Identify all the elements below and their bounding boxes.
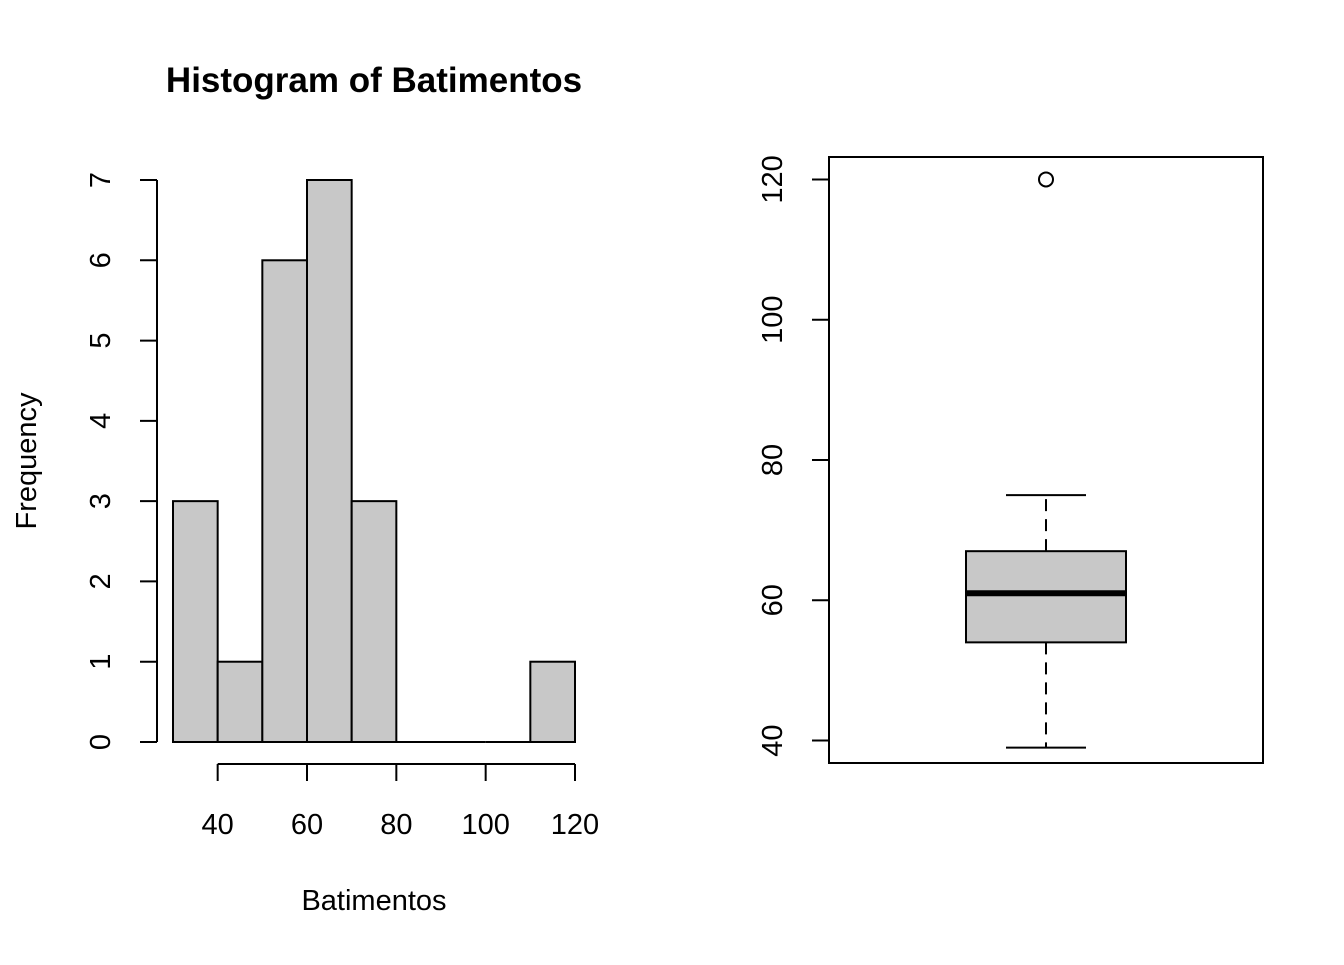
histogram-y-tick-label-2: 2	[85, 573, 117, 589]
histogram-x-axis-label: Batimentos	[301, 885, 446, 917]
histogram-bar-1	[216, 660, 264, 744]
boxplot-panel: 40 60 80 100 120	[757, 155, 1264, 764]
histogram-y-tick-label-1: 1	[85, 654, 117, 670]
boxplot-marks	[965, 171, 1127, 749]
histogram-bar-4	[350, 500, 398, 743]
histogram-y-tick-label-5: 5	[85, 333, 117, 349]
histogram-panel: Histogram of Batimentos Batimentos Frequ…	[11, 61, 599, 917]
histogram-x-tick-label-120: 120	[551, 809, 599, 841]
histogram-x-tick-label-80: 80	[380, 809, 412, 841]
histogram-x-tick-label-40: 40	[202, 809, 234, 841]
histogram-x-tick-label-60: 60	[291, 809, 323, 841]
histogram-x-axis: 40 60 80 100 120	[202, 763, 599, 841]
histogram-y-tick-label-4: 4	[85, 413, 117, 429]
histogram-y-tick-label-3: 3	[85, 493, 117, 509]
histogram-bar-0	[172, 500, 219, 743]
histogram-bar-3	[306, 179, 353, 743]
boxplot-y-tick-label-60: 60	[757, 584, 789, 616]
histogram-bar-2	[261, 259, 309, 743]
histogram-title: Histogram of Batimentos	[166, 61, 582, 100]
histogram-y-tick-label-6: 6	[85, 252, 117, 268]
boxplot-outlier-0	[1038, 171, 1054, 188]
boxplot-y-tick-label-120: 120	[757, 155, 789, 203]
histogram-bars	[172, 179, 576, 744]
histogram-y-axis-label: Frequency	[11, 392, 43, 530]
boxplot-y-axis: 40 60 80 100 120	[757, 155, 830, 757]
boxplot-y-tick-label-80: 80	[757, 444, 789, 476]
boxplot-y-tick-label-100: 100	[757, 296, 789, 344]
histogram-bar-8	[529, 660, 576, 744]
histogram-y-tick-label-7: 7	[85, 172, 117, 188]
histogram-y-axis: 0 1 2 3 4 5 6 7	[85, 172, 158, 750]
boxplot-box	[965, 550, 1127, 644]
boxplot-y-tick-label-40: 40	[757, 724, 789, 756]
histogram-x-tick-label-100: 100	[461, 809, 509, 841]
histogram-y-tick-label-0: 0	[85, 734, 117, 750]
